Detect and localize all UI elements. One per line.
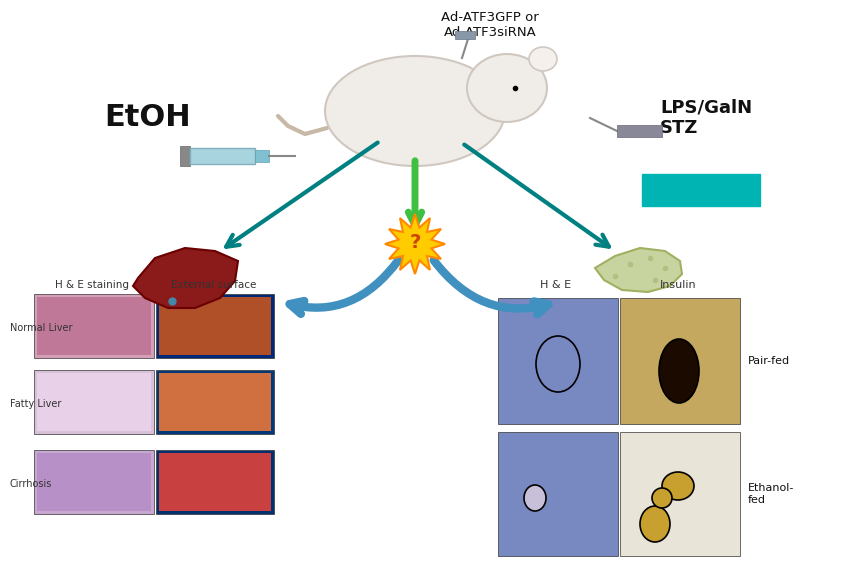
Text: EtOH: EtOH <box>105 104 191 132</box>
Bar <box>34 294 154 358</box>
Text: Pair-fed: Pair-fed <box>748 356 790 366</box>
Bar <box>159 373 271 431</box>
Text: H & E: H & E <box>541 280 571 290</box>
Text: 제어물질(?): 제어물질(?) <box>672 182 730 197</box>
Bar <box>617 125 662 137</box>
Bar <box>34 450 154 514</box>
Bar <box>159 453 271 511</box>
Bar <box>455 31 475 39</box>
Bar <box>190 148 255 164</box>
Text: H & E staining: H & E staining <box>55 280 129 290</box>
Text: Ad-ATF3GFP or
Ad-ATF3siRNA: Ad-ATF3GFP or Ad-ATF3siRNA <box>441 11 539 39</box>
Bar <box>642 174 760 206</box>
Text: LPS/GalN
STZ: LPS/GalN STZ <box>660 98 752 137</box>
Text: Insulin: Insulin <box>660 280 697 290</box>
Bar <box>498 298 618 424</box>
Bar <box>34 370 154 434</box>
Text: Fatty Liver: Fatty Liver <box>10 399 62 409</box>
Text: Normal Liver: Normal Liver <box>10 323 72 333</box>
Text: Cirrhosis: Cirrhosis <box>10 479 52 489</box>
Bar <box>255 150 269 162</box>
Bar <box>37 297 151 355</box>
Bar <box>156 370 274 434</box>
Ellipse shape <box>467 54 547 122</box>
Bar <box>498 432 618 556</box>
Bar <box>180 146 190 166</box>
Bar <box>37 373 151 431</box>
Ellipse shape <box>640 506 670 542</box>
Ellipse shape <box>659 339 699 403</box>
Polygon shape <box>133 248 238 308</box>
Bar <box>620 432 740 556</box>
Text: Ethanol-
fed: Ethanol- fed <box>748 483 795 505</box>
Ellipse shape <box>652 488 672 508</box>
Ellipse shape <box>325 56 505 166</box>
Ellipse shape <box>662 472 694 500</box>
Bar <box>620 298 740 424</box>
Polygon shape <box>595 248 682 292</box>
Text: External surface: External surface <box>172 280 257 290</box>
Bar <box>159 297 271 355</box>
Bar <box>156 450 274 514</box>
Ellipse shape <box>529 47 557 71</box>
Text: ?: ? <box>409 233 420 253</box>
Ellipse shape <box>524 485 546 511</box>
Polygon shape <box>385 214 445 274</box>
Bar <box>156 294 274 358</box>
Bar <box>37 453 151 511</box>
